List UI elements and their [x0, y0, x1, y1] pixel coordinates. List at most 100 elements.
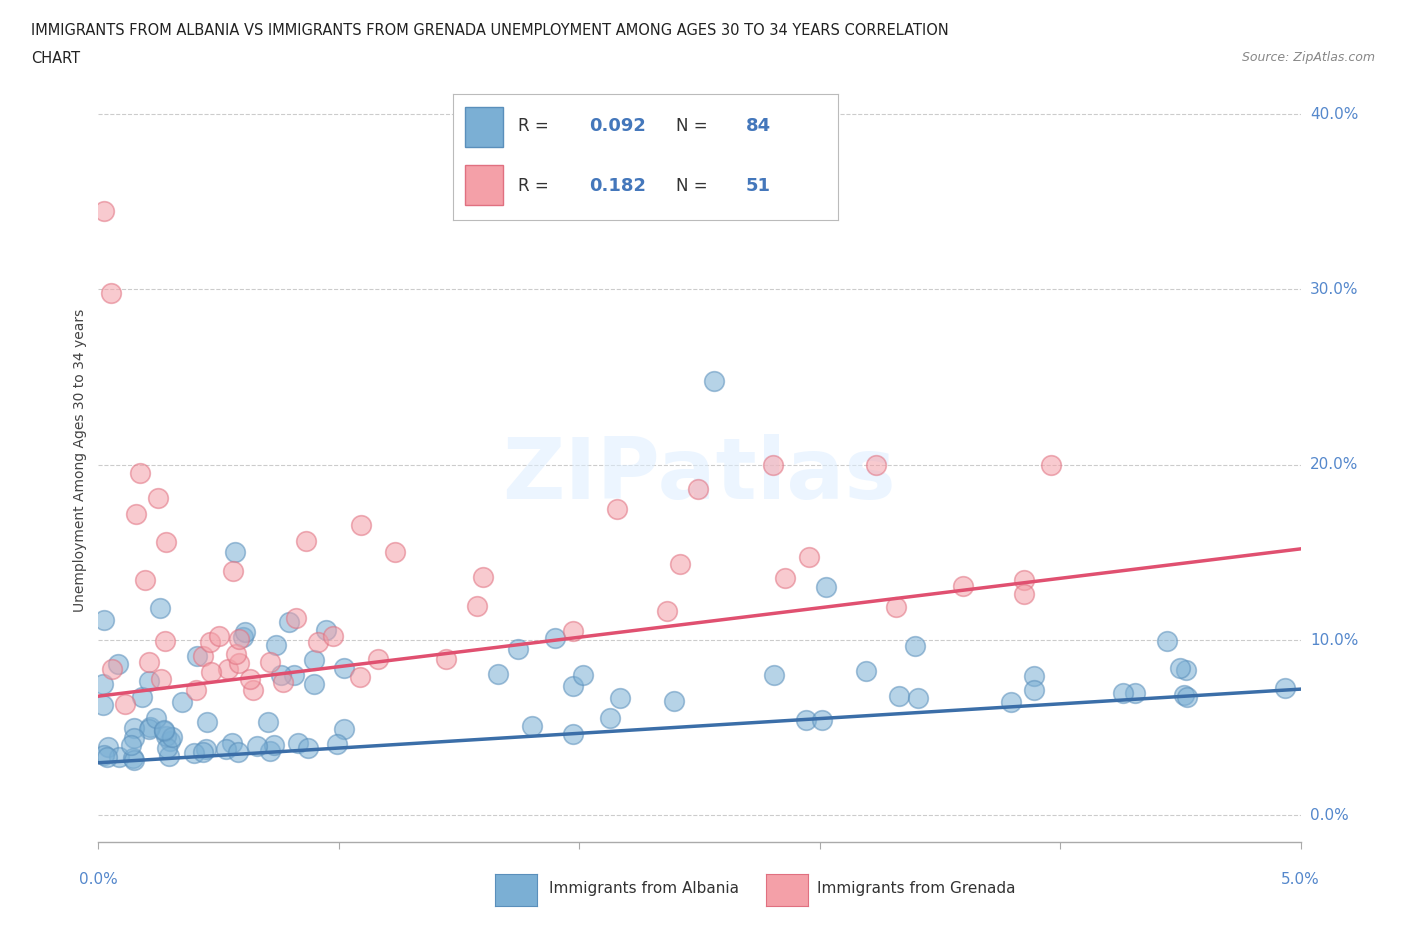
Point	[195, 715, 218, 730]
Point	[235, 625, 257, 640]
Point	[264, 637, 287, 652]
Point	[120, 737, 142, 752]
Point	[304, 677, 326, 692]
Point	[810, 712, 832, 727]
Y-axis label: Unemployment Among Ages 30 to 34 years: Unemployment Among Ages 30 to 34 years	[73, 309, 87, 612]
Point	[668, 556, 690, 571]
Point	[160, 729, 183, 744]
Point	[815, 579, 838, 594]
Point	[1175, 689, 1198, 704]
Point	[193, 649, 215, 664]
Point	[183, 746, 205, 761]
Text: Source: ZipAtlas.com: Source: ZipAtlas.com	[1241, 51, 1375, 64]
Point	[157, 749, 180, 764]
Point	[114, 697, 136, 711]
Point	[472, 570, 495, 585]
Point	[125, 506, 148, 521]
Point	[562, 679, 585, 694]
Point	[194, 741, 217, 756]
Point	[333, 661, 356, 676]
Point	[148, 601, 170, 616]
Point	[287, 736, 309, 751]
Point	[259, 743, 281, 758]
Point	[887, 688, 910, 703]
Point	[124, 731, 146, 746]
Text: IMMIGRANTS FROM ALBANIA VS IMMIGRANTS FROM GRENADA UNEMPLOYMENT AMONG AGES 30 TO: IMMIGRANTS FROM ALBANIA VS IMMIGRANTS FR…	[31, 23, 949, 38]
Point	[131, 690, 153, 705]
Point	[228, 631, 250, 646]
Point	[561, 624, 583, 639]
Point	[657, 604, 679, 618]
Point	[97, 739, 120, 754]
Point	[138, 655, 160, 670]
Point	[367, 652, 389, 667]
Text: Immigrants from Grenada: Immigrants from Grenada	[817, 882, 1015, 897]
Text: Immigrants from Albania: Immigrants from Albania	[550, 882, 740, 897]
Point	[332, 722, 354, 737]
Point	[349, 670, 371, 684]
Point	[107, 657, 129, 671]
Point	[486, 667, 509, 682]
Point	[686, 481, 709, 496]
Point	[904, 639, 927, 654]
Point	[465, 598, 488, 613]
Point	[222, 564, 245, 578]
Point	[232, 630, 254, 644]
Point	[773, 570, 796, 585]
Point	[285, 610, 308, 625]
Point	[270, 668, 292, 683]
Point	[271, 675, 294, 690]
Point	[145, 711, 167, 725]
Point	[278, 614, 301, 629]
Point	[242, 683, 264, 698]
Point	[208, 629, 231, 644]
Point	[225, 647, 247, 662]
Point	[226, 745, 249, 760]
Point	[543, 631, 565, 645]
Point	[215, 741, 238, 756]
Point	[322, 629, 344, 644]
Point	[96, 750, 118, 764]
Point	[93, 748, 115, 763]
Point	[794, 712, 817, 727]
Point	[307, 634, 329, 649]
Point	[384, 544, 406, 559]
Point	[200, 665, 222, 680]
Point	[228, 656, 250, 671]
Point	[1039, 458, 1062, 472]
Point	[221, 736, 243, 751]
Point	[184, 683, 207, 698]
Point	[155, 534, 177, 549]
Point	[1173, 687, 1195, 702]
Point	[436, 651, 458, 666]
Point	[609, 690, 631, 705]
Point	[93, 203, 115, 218]
Point	[884, 599, 907, 614]
Point	[1014, 586, 1036, 601]
Text: 0.0%: 0.0%	[79, 872, 118, 887]
Point	[91, 676, 114, 691]
Text: 30.0%: 30.0%	[1310, 282, 1358, 297]
Point	[952, 578, 974, 593]
Point	[762, 458, 785, 472]
Point	[128, 466, 150, 481]
Point	[315, 622, 337, 637]
Point	[121, 751, 143, 765]
Point	[703, 373, 725, 388]
Point	[283, 668, 305, 683]
Point	[170, 695, 193, 710]
Point	[108, 750, 131, 764]
Point	[191, 745, 214, 760]
Point	[855, 664, 877, 679]
Point	[907, 691, 929, 706]
Point	[153, 724, 176, 738]
Point	[1024, 668, 1046, 683]
Point	[599, 711, 621, 725]
Point	[1170, 660, 1192, 675]
Point	[246, 738, 269, 753]
Text: ZIPatlas: ZIPatlas	[502, 434, 897, 517]
Point	[1274, 681, 1296, 696]
Point	[138, 722, 160, 737]
Text: 5.0%: 5.0%	[1281, 872, 1320, 887]
Point	[93, 612, 115, 627]
